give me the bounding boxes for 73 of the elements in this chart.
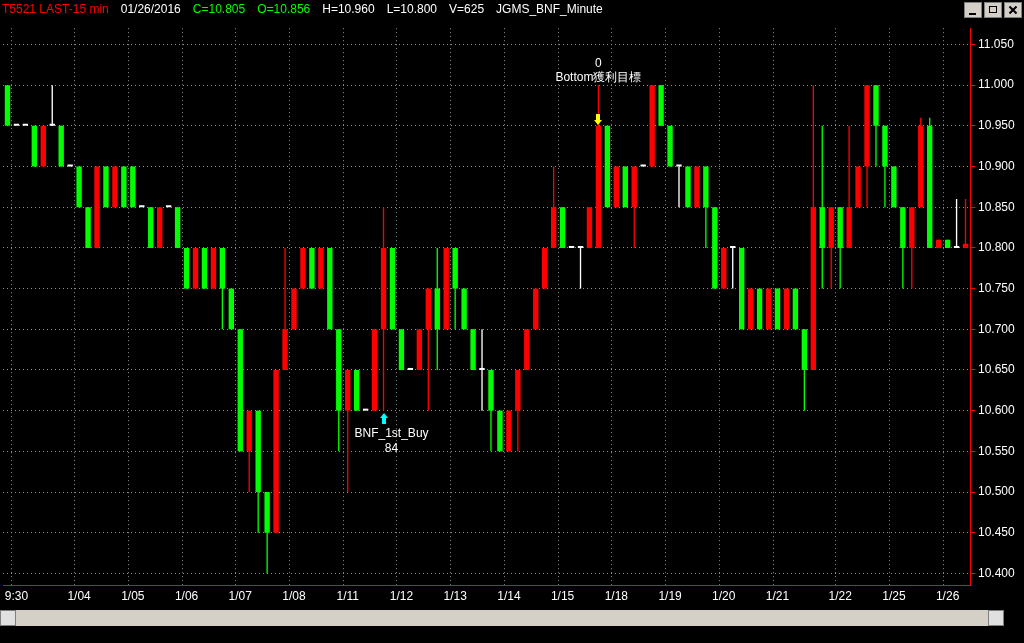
x-tick-label: 1/07 bbox=[228, 589, 253, 604]
y-tick-label: 10.700 bbox=[978, 321, 1016, 336]
text: V=625 bbox=[449, 2, 485, 16]
candlestick bbox=[309, 247, 315, 289]
text: O=10.856 bbox=[257, 2, 311, 16]
x-tick-label: 1/11 bbox=[336, 589, 360, 604]
text: H=10.960 bbox=[322, 2, 375, 16]
x-tick-label: 1/08 bbox=[282, 589, 306, 604]
candlestick bbox=[121, 166, 127, 208]
annotation: BNF_1st_Buy bbox=[354, 425, 429, 440]
y-tick-label: 10.550 bbox=[978, 443, 1016, 458]
candlestick bbox=[291, 288, 297, 330]
x-tick-label: 1/22 bbox=[828, 589, 853, 604]
text: C=10.805 bbox=[192, 2, 246, 16]
y-tick-label: 10.650 bbox=[978, 362, 1016, 377]
annotation: 0 bbox=[595, 56, 603, 71]
x-tick-label: 1/13 bbox=[443, 589, 468, 604]
x-tick-label: 1/18 bbox=[604, 589, 629, 604]
y-tick-label: 11.050 bbox=[978, 36, 1015, 51]
chart-title: T5521 LAST-15 min bbox=[2, 2, 109, 16]
candlestick bbox=[506, 410, 512, 452]
annotation: 84 bbox=[384, 440, 399, 455]
y-tick-label: 11.000 bbox=[978, 77, 1015, 92]
x-tick-label: 1/04 bbox=[67, 589, 92, 604]
y-tick-label: 10.450 bbox=[978, 525, 1016, 540]
x-tick-label: 1/26 bbox=[935, 589, 960, 604]
y-tick-label: 10.800 bbox=[978, 240, 1016, 255]
candlestick bbox=[94, 166, 100, 248]
text: L=10.800 bbox=[386, 2, 438, 16]
x-tick-label: 1/20 bbox=[712, 589, 736, 604]
candlestick bbox=[85, 207, 91, 248]
x-tick-label: 1/25 bbox=[882, 589, 906, 604]
candlestick bbox=[667, 125, 673, 167]
y-tick-label: 10.950 bbox=[978, 118, 1016, 133]
candlestick bbox=[273, 369, 279, 533]
x-tick-label: 1/06 bbox=[174, 589, 199, 604]
candlestick bbox=[139, 205, 145, 208]
y-tick-label: 10.500 bbox=[978, 484, 1016, 499]
candlestick bbox=[649, 85, 655, 167]
x-tick-label: 1/21 bbox=[765, 589, 790, 604]
x-tick-label: 1/15 bbox=[550, 589, 575, 604]
candlestick bbox=[676, 164, 682, 208]
candlestick bbox=[318, 247, 324, 289]
candlestick bbox=[461, 288, 467, 330]
candlestick bbox=[891, 166, 897, 208]
candlestick bbox=[165, 205, 172, 208]
candlestick bbox=[76, 166, 82, 208]
candlestick bbox=[855, 166, 861, 208]
candlestick bbox=[685, 166, 691, 208]
y-tick-label: 10.900 bbox=[978, 158, 1016, 173]
x-tick-label: 1/12 bbox=[389, 589, 414, 604]
y-tick-label: 10.400 bbox=[978, 565, 1016, 580]
candlestick bbox=[658, 85, 664, 126]
candlestick bbox=[640, 164, 646, 167]
candlestick bbox=[130, 166, 136, 208]
x-tick-label: 1/19 bbox=[658, 589, 683, 604]
text: 01/26/2016 bbox=[120, 2, 181, 16]
candlestick bbox=[470, 329, 476, 370]
x-tick-label: 9:30 bbox=[4, 589, 29, 604]
candlestick bbox=[362, 408, 369, 411]
x-tick-label: 1/05 bbox=[121, 589, 145, 604]
candlestick bbox=[112, 166, 118, 208]
candlestick bbox=[67, 164, 73, 167]
y-tick-label: 10.750 bbox=[978, 280, 1016, 295]
candlestick bbox=[497, 410, 503, 452]
x-tick-label: 1/14 bbox=[497, 589, 521, 604]
text: JGMS_BNF_Minute bbox=[496, 2, 603, 16]
candlestick bbox=[103, 166, 109, 208]
y-tick-label: 10.850 bbox=[978, 199, 1016, 214]
annotation: Bottom獲利目標 bbox=[555, 70, 642, 85]
candlestick bbox=[300, 247, 306, 289]
y-tick-label: 10.600 bbox=[978, 402, 1016, 417]
candlestick bbox=[694, 166, 700, 208]
